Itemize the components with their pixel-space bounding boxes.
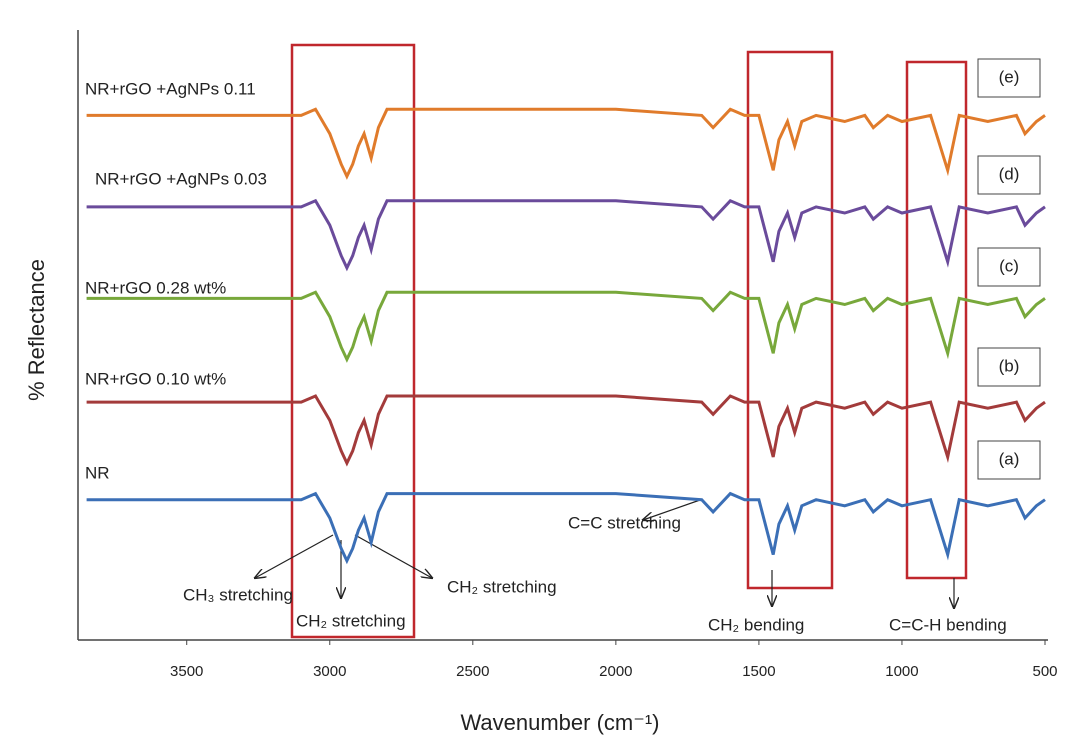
spectrum-line [86,394,1046,467]
spectrum-line [86,198,1046,272]
region-box [746,50,834,590]
spectrum-line [86,290,1046,363]
region-box [905,60,968,580]
x-tick-label: 2000 [599,663,632,680]
x-tick-label: 3000 [313,663,346,680]
series-tag: (c) [999,256,1019,275]
x-axis-title: Wavenumber (cm⁻¹) [460,710,659,735]
series-label: NR+rGO +AgNPs 0.03 [95,169,267,188]
tag-box [977,440,1041,480]
series-tag: (e) [999,67,1020,86]
series-label: NR+rGO +AgNPs 0.11 [85,79,256,98]
annotation: C=C-H bending [889,615,1007,634]
series-tag: (a) [999,449,1020,468]
spectrum-line [86,107,1046,180]
x-tick-label: 2500 [456,663,489,680]
x-tick-label: 1000 [885,663,918,680]
series-label: NR+rGO 0.10 wt% [85,369,226,388]
series-label: NR+rGO 0.28 wt% [85,278,226,297]
annotation: C=C stretching [568,513,681,532]
tag-box [977,155,1041,195]
x-tick-label: 3500 [170,663,203,680]
y-axis-title: % Reflectance [24,259,49,401]
tag-box [977,347,1041,387]
annotation: CH₂ stretching [296,611,406,630]
x-tick-label: 1500 [742,663,775,680]
tag-box [977,58,1041,98]
series-tag: (d) [999,164,1020,183]
tag-box [977,247,1041,287]
annotation: CH₂ stretching [447,577,557,596]
region-box [290,43,416,639]
annotation: CH₂ bending [708,615,804,634]
spectrum-line [86,491,1046,565]
annotation: CH₃ stretching [183,585,293,604]
series-tag: (b) [999,356,1020,375]
x-tick-label: 500 [1032,663,1057,680]
series-label: NR [85,463,110,482]
arrows [255,499,954,608]
